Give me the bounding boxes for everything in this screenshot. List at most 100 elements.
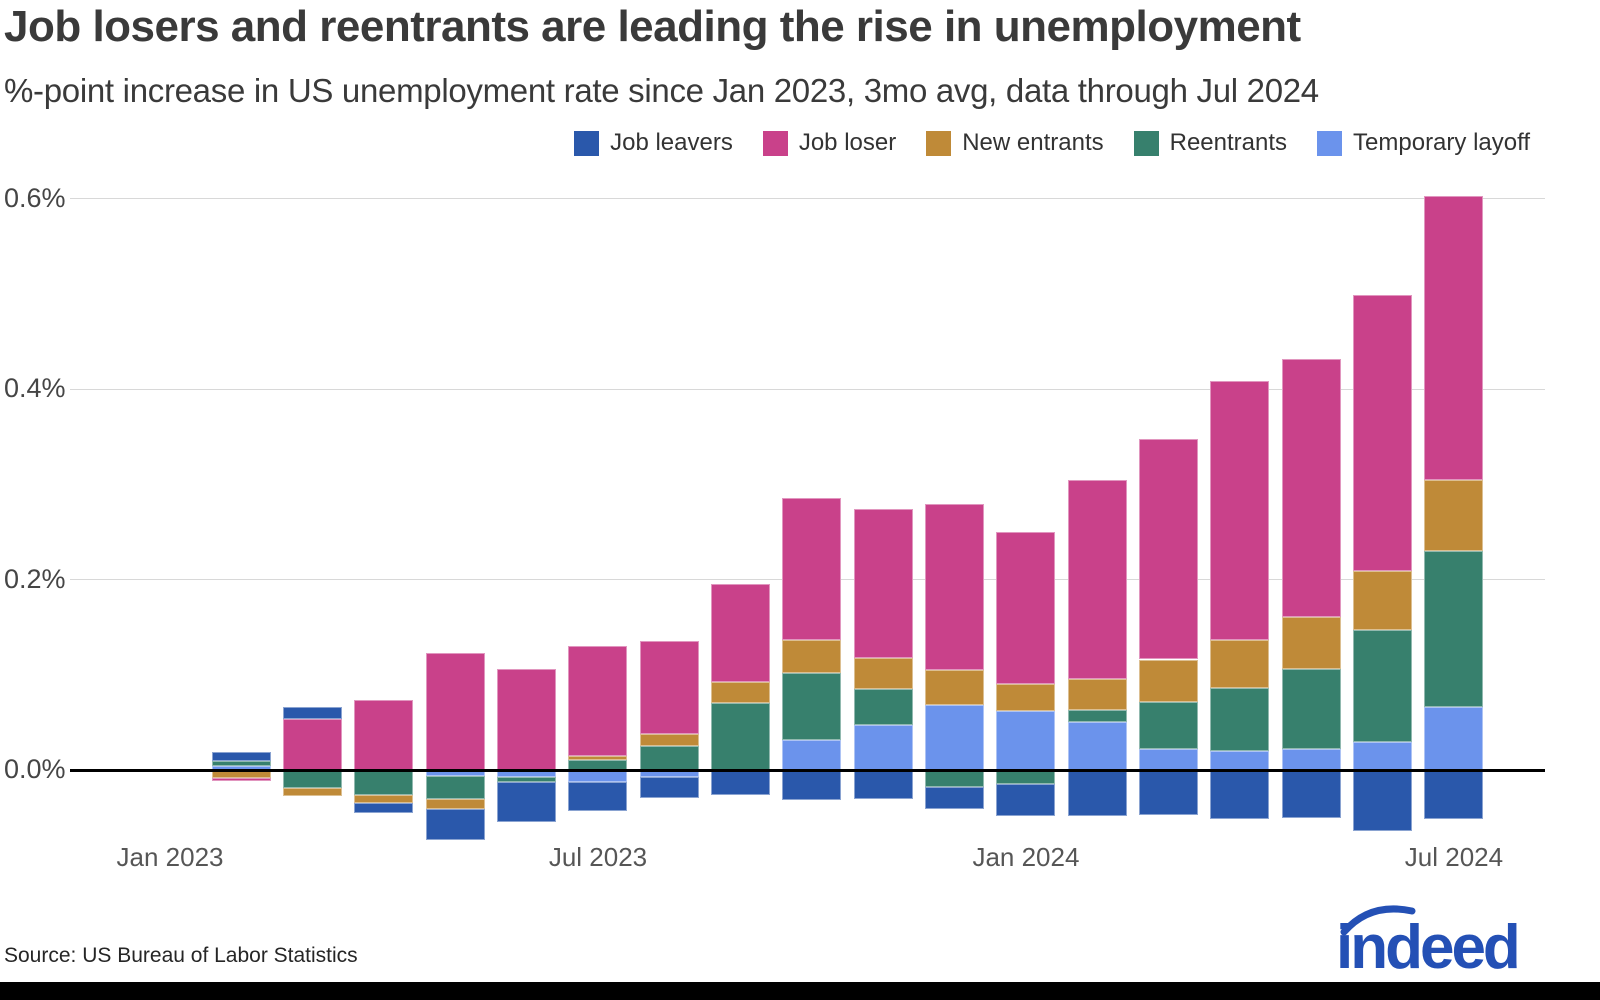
bar-segment — [1210, 640, 1270, 689]
y-gridline — [70, 198, 1545, 199]
x-tick-label: Jul 2024 — [1404, 842, 1504, 872]
legend-item: New entrants — [926, 129, 1104, 157]
bar-segment — [568, 755, 628, 761]
bar-segment — [1281, 669, 1341, 750]
bar-segment — [996, 531, 1056, 685]
bar-segment — [639, 733, 699, 747]
bar-segment — [568, 646, 628, 756]
x-tick-label: Jul 2023 — [548, 842, 648, 872]
bar-segment — [1067, 480, 1127, 679]
bar-segment — [996, 784, 1056, 816]
bar-segment — [1424, 480, 1484, 551]
legend-label: Job loser — [798, 129, 897, 156]
x-tick-label: Jan 2024 — [972, 842, 1080, 872]
legend-item: Job leavers — [574, 129, 733, 157]
bar-segment — [354, 770, 414, 795]
legend-item: Job loser — [762, 129, 897, 157]
bar-segment — [568, 770, 628, 783]
legend-label: Temporary layoff — [1353, 129, 1530, 156]
bar-segment — [1210, 750, 1270, 770]
bar-segment — [1139, 659, 1199, 703]
bar-segment — [1281, 359, 1341, 617]
bar-segment — [853, 689, 913, 726]
bar-segment — [853, 509, 913, 658]
x-tick-label: Jan 2023 — [116, 842, 224, 872]
bar-segment — [925, 504, 985, 670]
legend-swatch — [926, 130, 952, 156]
bar-segment — [853, 725, 913, 770]
bar-segment — [211, 751, 271, 762]
bar-segment — [1067, 770, 1127, 816]
bar-segment — [283, 718, 343, 770]
svg-text:indeed: indeed — [1336, 913, 1518, 978]
source-text: Source: US Bureau of Labor Statistics — [4, 944, 358, 967]
legend: Job leavers Job loser New entrants Reentran… — [0, 129, 1530, 157]
bar-segment — [211, 777, 271, 782]
bar-segment — [1281, 616, 1341, 670]
indeed-logo: indeed — [1336, 905, 1521, 978]
legend-swatch — [1317, 130, 1343, 156]
bar-segment — [782, 739, 842, 770]
bar-segment — [1210, 381, 1270, 641]
y-tick-label: 0.2% — [4, 563, 66, 594]
footer-black-bar — [0, 982, 1600, 1000]
legend-swatch — [1133, 130, 1159, 156]
y-tick-label: 0.0% — [4, 754, 66, 784]
bar-segment — [925, 770, 985, 788]
bar-segment — [568, 782, 628, 811]
bar-segment — [283, 770, 343, 789]
bar-segment — [425, 809, 485, 840]
bar-segment — [283, 788, 343, 796]
bar-segment — [711, 703, 771, 770]
bar-segment — [853, 770, 913, 799]
bar-segment — [1139, 770, 1199, 815]
bar-segment — [639, 746, 699, 770]
bar-segment — [1281, 770, 1341, 818]
bar-segment — [711, 770, 771, 795]
bar-segment — [853, 657, 913, 690]
chart-title: Job losers and reentrants are leading th… — [4, 2, 1301, 51]
bar-segment — [711, 584, 771, 683]
bar-segment — [354, 803, 414, 813]
bar-segment — [1353, 770, 1413, 831]
bar-segment — [1281, 749, 1341, 770]
bar-segment — [497, 669, 557, 770]
bar-segment — [1210, 770, 1270, 819]
bar-segment — [1424, 770, 1484, 819]
bar-segment — [711, 682, 771, 704]
bar-segment — [425, 775, 485, 799]
bar-segment — [925, 705, 985, 770]
legend-label: New entrants — [962, 129, 1104, 156]
bar-segment — [1067, 678, 1127, 710]
bar-segment — [497, 782, 557, 823]
bar-segment — [996, 710, 1056, 770]
bar-segment — [782, 770, 842, 801]
legend-swatch — [762, 130, 788, 156]
bar-segment — [925, 787, 985, 810]
bar-segment — [996, 684, 1056, 711]
bar-segment — [1139, 702, 1199, 750]
bar-segment — [782, 672, 842, 740]
bar-segment — [425, 652, 485, 770]
bar-segment — [425, 798, 485, 810]
bar-segment — [1139, 749, 1199, 770]
bar-segment — [354, 794, 414, 804]
bar-segment — [1353, 294, 1413, 571]
bar-segment — [996, 770, 1056, 785]
bar-segment — [1067, 709, 1127, 723]
legend-item: Reentrants — [1133, 129, 1287, 157]
bar-segment — [1067, 722, 1127, 770]
bar-segment — [211, 761, 271, 767]
bar-segment — [1210, 688, 1270, 751]
bar-segment — [354, 700, 414, 770]
legend-label: Job leavers — [610, 129, 733, 156]
bar-segment — [1353, 742, 1413, 770]
y-tick-label: 0.4% — [4, 373, 66, 403]
legend-swatch — [574, 130, 600, 156]
bar-segment — [925, 669, 985, 706]
bar-segment — [497, 776, 557, 783]
bar-segment — [1139, 438, 1199, 660]
bar-segment — [639, 641, 699, 734]
